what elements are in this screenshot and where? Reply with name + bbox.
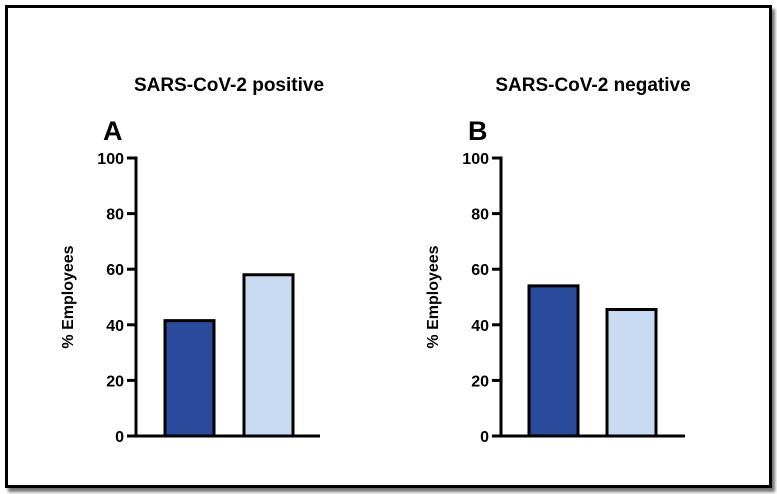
y-tick-label: 20	[106, 373, 124, 390]
y-ticks-group: 0 20 40 60 80 100	[97, 151, 136, 446]
y-tick-label: 80	[471, 207, 489, 224]
y-tick-label: 0	[115, 429, 124, 446]
bar-dark	[163, 319, 216, 438]
y-axis-title: % Employees	[60, 245, 77, 348]
bar-light	[605, 308, 658, 438]
y-tick-label: 80	[106, 207, 124, 224]
bar-dark	[527, 284, 580, 438]
y-tick-label: 40	[471, 318, 489, 335]
y-tick-label: 40	[106, 318, 124, 335]
chart-panel-b: SARS-CoV-2 negative B % Employees 0 20 40 6…	[425, 75, 691, 446]
panel-letter: B	[468, 116, 488, 146]
y-ticks-group: 0 20 40 60 80 100	[462, 151, 501, 446]
y-tick-label: 0	[480, 429, 489, 446]
y-tick-label: 60	[471, 262, 489, 279]
bar-light	[242, 273, 295, 438]
chart-title: SARS-CoV-2 positive	[134, 75, 324, 96]
y-tick-label: 60	[106, 262, 124, 279]
bars-group	[527, 284, 658, 438]
y-axis-title: % Employees	[425, 245, 442, 348]
chart-title: SARS-CoV-2 negative	[495, 75, 690, 96]
panel-letter: A	[103, 116, 123, 146]
y-tick-label: 20	[471, 373, 489, 390]
y-tick-label: 100	[97, 151, 124, 168]
y-tick-label: 100	[462, 151, 489, 168]
bars-group	[163, 273, 295, 438]
chart-panel-a: SARS-CoV-2 positive A % Employees 0 20 40 6…	[60, 75, 324, 446]
